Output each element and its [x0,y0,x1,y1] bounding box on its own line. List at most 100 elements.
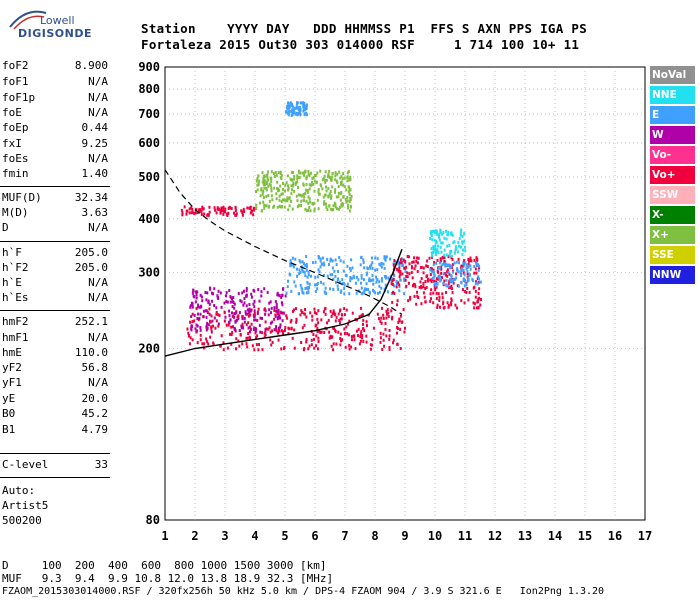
data-point [275,305,278,309]
data-point [313,207,316,211]
data-point [334,319,337,323]
data-point [218,207,221,211]
data-point [348,292,351,296]
data-point [324,312,327,316]
data-point [338,321,341,325]
data-point [305,111,308,115]
data-point [395,267,398,271]
data-point [261,331,264,335]
data-point [442,262,445,266]
data-point [337,312,340,316]
data-point [446,233,449,237]
data-point [246,308,249,312]
data-point [244,310,247,314]
data-point [435,232,438,236]
data-point [460,264,463,268]
x-tick-label: 10 [428,529,442,543]
data-point [328,287,331,291]
data-point [275,327,278,331]
data-point [445,278,448,282]
data-point [409,295,412,299]
data-point [378,262,381,266]
data-point [275,309,278,313]
data-point [343,313,346,317]
distance-row: D 100 200 400 600 800 1000 1500 3000 [km… [2,559,327,572]
data-point [305,177,308,181]
data-point [345,188,348,192]
data-point [339,290,342,294]
data-point [441,263,444,267]
data-point [439,245,442,249]
data-point [347,333,350,337]
data-point [371,338,374,342]
data-point [206,321,209,325]
data-point [249,309,252,313]
data-point [205,315,208,319]
data-point [304,307,307,311]
data-point [241,317,244,321]
data-point [312,337,315,341]
data-point [262,189,265,193]
data-point [316,317,319,321]
data-point [211,319,214,323]
data-point [269,338,272,342]
data-point [433,238,436,242]
data-point [334,205,337,209]
logo-top-text: Lowell [40,14,75,27]
data-point [260,290,263,294]
data-point [234,205,237,209]
data-point [195,323,198,327]
data-point [329,334,332,338]
data-point [430,229,433,233]
data-point [442,302,445,306]
data-point [289,320,292,324]
data-point [478,266,481,270]
data-point [340,181,343,185]
data-point [368,277,371,281]
data-point [278,194,281,198]
data-point [435,280,438,284]
param-name: foEs [2,152,29,165]
data-point [331,185,334,189]
data-point [448,272,451,276]
data-point [330,196,333,200]
data-point [263,203,266,207]
data-point [438,261,441,265]
data-point [379,336,382,340]
data-point [287,279,290,283]
data-point [371,261,374,265]
data-point [333,326,336,330]
data-point [453,240,456,244]
data-point [223,210,226,214]
data-point [264,329,267,333]
data-point [399,261,402,265]
data-point [207,323,210,327]
data-point [308,344,311,348]
data-point [328,192,331,196]
data-point [454,248,457,252]
data-point [318,270,321,274]
data-point [297,169,300,173]
data-point [440,250,443,254]
data-point [296,174,299,178]
data-point [438,305,441,309]
data-point [225,212,228,216]
data-point [312,175,315,179]
data-point [228,314,231,318]
data-point [382,262,385,266]
data-point [248,307,251,311]
data-point [424,280,427,284]
data-point [387,276,390,280]
data-point [208,205,211,209]
data-point [372,326,375,330]
data-point [216,206,219,210]
data-point [435,253,438,257]
data-point [465,281,468,285]
data-point [264,320,267,324]
data-point [249,313,252,317]
data-point [205,324,208,328]
data-point [245,304,248,308]
data-point [450,254,453,258]
data-point [284,294,287,298]
